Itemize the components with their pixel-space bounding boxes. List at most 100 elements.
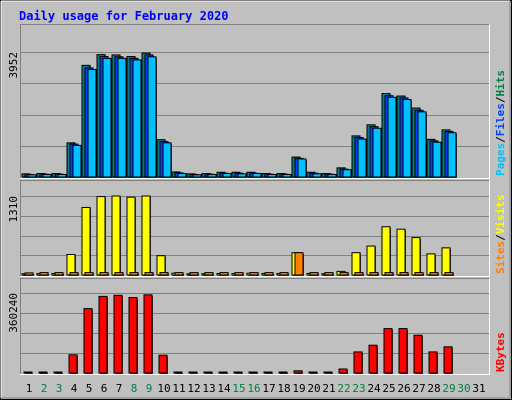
day-label-7: 7: [116, 382, 123, 395]
legend-3: KBytes: [494, 332, 507, 372]
legend-2: Sites/Visits: [494, 195, 507, 275]
bar-2-sites-24: [369, 272, 379, 276]
bar-1-pages-6: [102, 57, 112, 178]
bar-2-sites-16: [249, 272, 259, 276]
bar-3-kbytes-28: [428, 351, 438, 374]
bar-2-sites-5: [84, 272, 94, 276]
day-label-9: 9: [146, 382, 153, 395]
bar-1-pages-19: [297, 158, 307, 178]
day-label-20: 20: [307, 382, 320, 395]
bar-1-pages-10: [162, 142, 172, 178]
bar-3-kbytes-8: [128, 296, 138, 374]
bar-1-pages-9: [147, 56, 157, 178]
bar-1-pages-12: [192, 174, 202, 178]
bar-3-kbytes-22: [338, 368, 348, 374]
bar-3-kbytes-25: [383, 328, 393, 374]
bar-3-kbytes-24: [368, 344, 378, 374]
bar-2-visits-29: [441, 247, 451, 276]
bar-2-sites-17: [264, 272, 274, 276]
max-value-label-2: 1310: [7, 196, 20, 223]
bar-3-kbytes-16: [248, 371, 258, 374]
legend-item-1-2: /: [494, 136, 507, 143]
day-label-8: 8: [131, 382, 138, 395]
day-label-2: 2: [41, 382, 48, 395]
day-label-17: 17: [262, 382, 275, 395]
bar-1-pages-23: [357, 138, 367, 178]
bar-3-kbytes-5: [83, 308, 93, 374]
bar-3-kbytes-13: [203, 371, 213, 374]
bar-2-sites-21: [324, 272, 334, 276]
bar-1-pages-2: [42, 173, 52, 178]
legend-item-2-1: Sites: [494, 241, 507, 274]
day-label-16: 16: [247, 382, 260, 395]
bar-2-visits-26: [396, 228, 406, 276]
legend-item-1-4: /: [494, 96, 507, 103]
bar-3-kbytes-3: [53, 371, 63, 374]
day-label-13: 13: [202, 382, 215, 395]
day-label-29: 29: [442, 382, 455, 395]
bar-1-pages-24: [372, 127, 382, 178]
day-label-5: 5: [86, 382, 93, 395]
day-label-19: 19: [292, 382, 305, 395]
bar-3-kbytes-2: [38, 371, 48, 374]
day-label-1: 1: [26, 382, 33, 395]
day-label-27: 27: [412, 382, 425, 395]
bar-2-sites-11: [174, 272, 184, 276]
day-label-28: 28: [427, 382, 440, 395]
day-label-4: 4: [71, 382, 78, 395]
bar-2-sites-28: [429, 272, 439, 276]
bar-3-kbytes-9: [143, 294, 153, 374]
bar-2-sites-22: [339, 272, 349, 276]
bar-1-pages-20: [312, 173, 322, 178]
bar-2-sites-29: [444, 272, 454, 276]
bar-2-sites-12: [189, 272, 199, 276]
bar-3-kbytes-15: [233, 371, 243, 374]
legend-item-1-1: Pages: [494, 143, 507, 176]
day-label-3: 3: [56, 382, 63, 395]
bar-3-kbytes-10: [158, 354, 168, 374]
day-label-30: 30: [457, 382, 470, 395]
bar-2-visits-27: [411, 237, 421, 276]
bar-1-pages-15: [237, 173, 247, 178]
bar-2-sites-25: [384, 272, 394, 276]
bar-2-sites-19: [294, 252, 304, 276]
bar-3-kbytes-27: [413, 334, 423, 374]
bar-1-pages-29: [447, 132, 457, 178]
bar-3-kbytes-4: [68, 354, 78, 374]
bar-2-sites-2: [39, 272, 49, 276]
day-label-24: 24: [367, 382, 381, 395]
bar-2-visits-7: [111, 195, 121, 276]
day-label-26: 26: [397, 382, 410, 395]
bar-1-pages-26: [402, 99, 412, 178]
bar-2-visits-24: [366, 245, 376, 276]
max-value-label-3: 360240: [7, 293, 20, 333]
legend-1: Pages/Files/Hits: [494, 70, 507, 176]
bar-2-sites-18: [279, 272, 289, 276]
bar-1-pages-4: [72, 144, 82, 178]
bar-1-pages-3: [57, 173, 67, 178]
max-value-label-1: 3952: [7, 52, 20, 79]
bar-2-visits-25: [381, 226, 391, 276]
bar-1-pages-22: [342, 169, 352, 178]
bar-3-kbytes-19: [293, 370, 303, 374]
day-label-10: 10: [157, 382, 170, 395]
day-label-31: 31: [472, 382, 485, 395]
bar-2-sites-6: [99, 272, 109, 276]
legend-item-1-5: Hits: [494, 70, 507, 97]
bar-2-sites-7: [114, 272, 124, 276]
bar-1-pages-13: [207, 173, 217, 178]
chart-title: Daily usage for February 2020: [19, 9, 229, 23]
bar-3-kbytes-12: [188, 371, 198, 374]
bar-3-kbytes-26: [398, 328, 408, 374]
bar-1-pages-14: [222, 173, 232, 178]
bar-1-pages-5: [87, 68, 97, 178]
bar-2-visits-6: [96, 196, 106, 276]
bar-1-pages-28: [432, 141, 442, 178]
day-label-15: 15: [232, 382, 245, 395]
day-label-11: 11: [172, 382, 185, 395]
bar-3-kbytes-14: [218, 371, 228, 374]
bar-2-visits-8: [126, 196, 136, 276]
bar-1-pages-8: [132, 59, 142, 178]
bar-3-kbytes-23: [353, 351, 363, 374]
